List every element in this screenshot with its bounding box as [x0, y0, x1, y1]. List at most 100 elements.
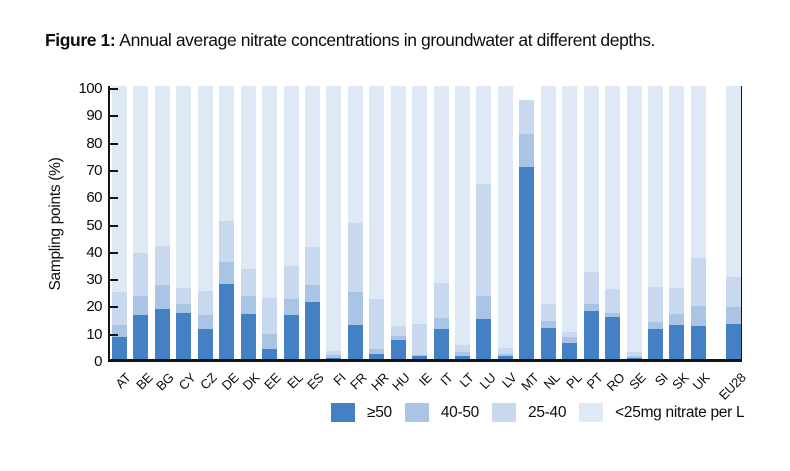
bar-segment	[369, 298, 385, 350]
legend-swatch	[404, 403, 429, 422]
x-tick-label: EU28	[715, 370, 749, 403]
bar-segment	[283, 315, 299, 359]
x-tick-label: SK	[669, 370, 692, 393]
x-tick-label: LV	[499, 370, 520, 391]
x-tick-label: FI	[330, 370, 349, 389]
x-tick-label: HR	[367, 370, 392, 394]
bar-segment	[133, 252, 149, 297]
bar-segment	[412, 86, 428, 324]
bar-segment	[605, 316, 621, 359]
bar-EL	[283, 86, 299, 359]
bar-segment	[262, 86, 278, 298]
bar-segment	[176, 288, 192, 305]
legend-swatch	[492, 403, 517, 422]
bar-segment	[497, 348, 513, 354]
bar-CZ	[197, 86, 213, 359]
bar-segment	[283, 266, 299, 299]
bar-segment	[154, 245, 170, 286]
bar-segment	[176, 86, 192, 289]
x-tick-label: BG	[153, 370, 177, 394]
x-tick-label: UK	[690, 370, 713, 393]
bar-segment	[647, 328, 663, 359]
bar-SI	[647, 86, 663, 359]
figure-label: Figure 1:	[45, 30, 116, 50]
bar-segment	[176, 312, 192, 359]
legend-label: ≥50	[367, 403, 392, 421]
bar-segment	[433, 328, 449, 359]
x-tick-label: FR	[347, 370, 370, 393]
x-tick-label: EE	[261, 370, 284, 393]
y-tick-mark	[109, 88, 118, 90]
bar-segment	[605, 86, 621, 290]
x-tick-label: RO	[603, 370, 628, 394]
bar-segment	[690, 86, 706, 259]
legend-swatch	[331, 403, 355, 422]
bar-ES	[304, 86, 320, 359]
y-tick-label: 70	[86, 161, 102, 179]
x-tick-label: MT	[517, 370, 542, 394]
bar-segment	[390, 326, 406, 336]
x-tick-label: CZ	[197, 370, 220, 393]
bar-HU	[390, 86, 406, 359]
bar-segment	[562, 342, 578, 359]
y-tick-label: 10	[86, 325, 102, 343]
bar-segment	[133, 315, 149, 359]
legend-item: 25-40	[492, 403, 566, 422]
x-tick-label: EL	[284, 370, 306, 392]
bar-segment	[583, 86, 599, 272]
bar-segment	[726, 277, 742, 308]
bar-segment	[197, 315, 213, 329]
bar-segment	[154, 285, 170, 309]
bar-LU	[476, 86, 492, 359]
chart-title: Figure 1: Annual average nitrate concentr…	[45, 30, 655, 51]
bar-segment	[519, 166, 535, 359]
bar-LT	[455, 86, 470, 359]
bar-segment	[219, 86, 235, 222]
bar-EE	[262, 86, 278, 359]
bar-RO	[605, 86, 621, 359]
bar-IT	[433, 86, 449, 359]
x-tick-label: SE	[626, 370, 649, 393]
bar-segment	[262, 349, 278, 359]
bar-segment	[390, 335, 406, 340]
x-axis-labels: AT BE BG CY CZ DE DK EE EL ES FI FR HR HU IE IT LT LU LV MT…	[110, 364, 750, 404]
bar-segment	[690, 326, 706, 359]
bar-segment	[176, 304, 192, 313]
bar-segment	[347, 86, 363, 223]
x-tick-label: AT	[112, 370, 134, 392]
x-tick-label: BE	[132, 370, 156, 393]
bar-segment	[304, 285, 320, 302]
x-tick-label: HU	[389, 370, 413, 394]
y-tick-label: 20	[86, 298, 102, 316]
bar-segment	[347, 324, 363, 359]
figure-caption: Annual average nitrate concentrations in…	[119, 30, 656, 50]
x-tick-label: IT	[437, 370, 456, 389]
bar-segment	[283, 86, 299, 267]
bar-segment	[390, 86, 406, 327]
bar-segment	[369, 349, 385, 354]
bar-segment	[412, 356, 428, 359]
bar-segment	[562, 86, 578, 332]
bar-AT	[112, 86, 127, 359]
bar-segment	[540, 327, 556, 359]
x-tick-label: ES	[304, 370, 327, 393]
bar-segment	[669, 324, 685, 359]
bar-segment	[133, 86, 149, 253]
bar-segment	[455, 352, 470, 357]
y-tick-label: 100	[78, 80, 102, 97]
bar-segment	[304, 86, 320, 248]
bar-segment	[262, 297, 278, 335]
bar-MT	[519, 99, 535, 359]
bar-segment	[519, 133, 535, 167]
bar-segment	[219, 283, 235, 359]
bar-segment	[626, 356, 642, 358]
x-tick-label: LT	[456, 370, 478, 391]
bar-segment	[497, 86, 513, 349]
bar-segment	[240, 86, 256, 269]
y-tick-label: 80	[86, 134, 102, 152]
bar-segment	[326, 357, 342, 359]
bar-segment	[304, 247, 320, 286]
bar-segment	[433, 282, 449, 319]
y-tick-label: 0	[94, 353, 102, 370]
